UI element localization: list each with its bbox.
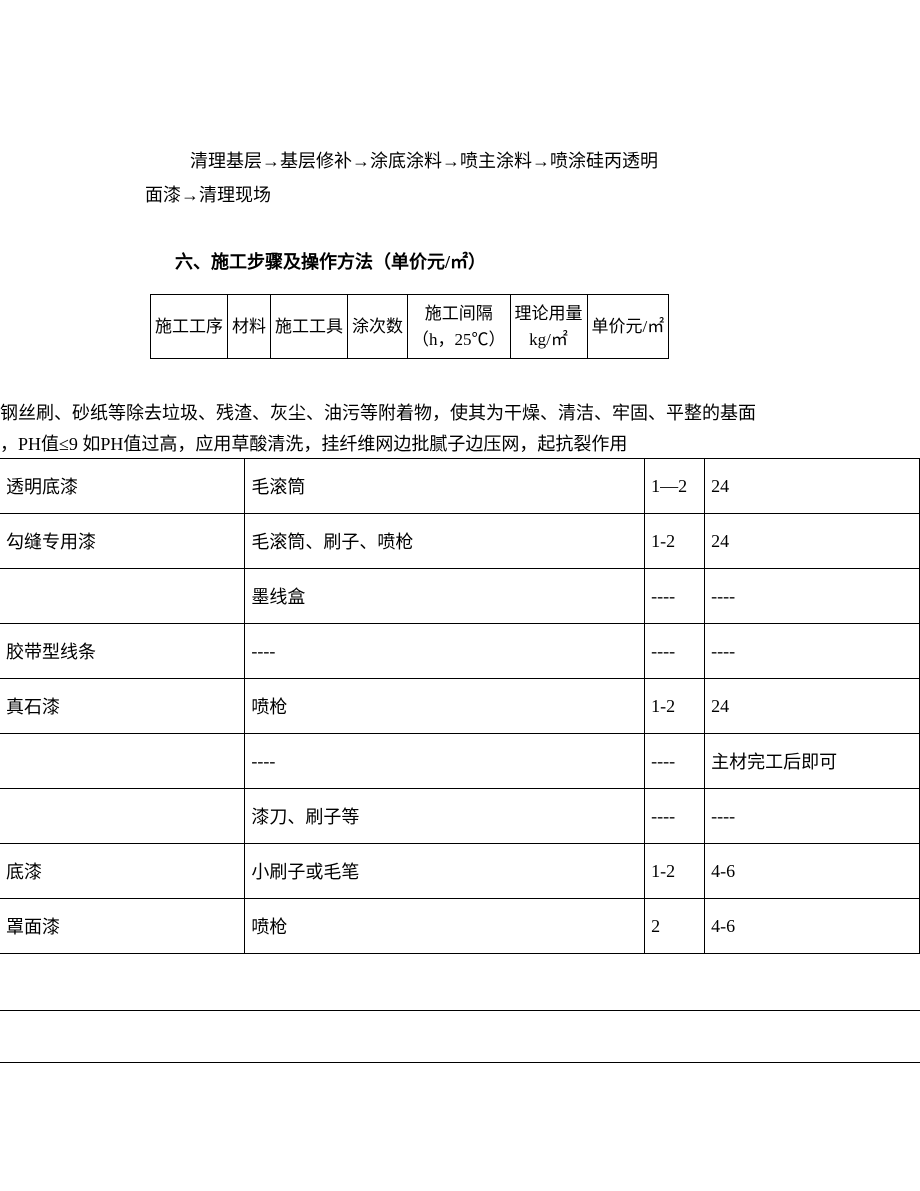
table-cell [0, 789, 245, 844]
table-cell: 24 [705, 459, 920, 514]
table-cell: 24 [705, 514, 920, 569]
table-cell: 胶带型线条 [0, 624, 245, 679]
header-col-5: 施工间隔 （h，25℃） [408, 295, 511, 359]
table-row: 胶带型线条 ---- ---- ---- [0, 624, 920, 679]
table-cell: 1-2 [645, 514, 705, 569]
table-cell: 1-2 [645, 679, 705, 734]
table-cell: 透明底漆 [0, 459, 245, 514]
table-cell: ---- [705, 789, 920, 844]
table-cell: ---- [645, 569, 705, 624]
table-cell: 勾缝专用漆 [0, 514, 245, 569]
table-cell: 毛滚筒、刷子、喷枪 [245, 514, 645, 569]
header-col-2: 材料 [228, 295, 271, 359]
main-table: 透明底漆 毛滚筒 1—2 24 勾缝专用漆 毛滚筒、刷子、喷枪 1-2 24 墨… [0, 458, 920, 954]
table-cell [0, 734, 245, 789]
description-text: 钢丝刷、砂纸等除去垃圾、残渣、灰尘、油污等附着物，使其为干燥、清洁、牢固、平整的… [0, 398, 920, 459]
process-line-1: 清理基层→基层修补→涂底涂料→喷主涂料→喷涂硅丙透明 [145, 144, 820, 178]
footer-empty-row [0, 1010, 920, 1063]
table-cell: 24 [705, 679, 920, 734]
table-cell: ---- [705, 569, 920, 624]
table-cell: 2 [645, 899, 705, 954]
table-cell: 底漆 [0, 844, 245, 899]
table-cell: 罩面漆 [0, 899, 245, 954]
table-cell: ---- [705, 624, 920, 679]
table-cell: 喷枪 [245, 899, 645, 954]
header-col-6-line1: 理论用量 [515, 304, 583, 323]
table-cell: ---- [645, 624, 705, 679]
table-cell: 真石漆 [0, 679, 245, 734]
table-cell: 毛滚筒 [245, 459, 645, 514]
table-cell: ---- [645, 734, 705, 789]
table-cell: 小刷子或毛笔 [245, 844, 645, 899]
header-col-5-line1: 施工间隔 [425, 304, 493, 323]
description-line-1: 钢丝刷、砂纸等除去垃圾、残渣、灰尘、油污等附着物，使其为干燥、清洁、牢固、平整的… [0, 398, 920, 429]
table-row: 勾缝专用漆 毛滚筒、刷子、喷枪 1-2 24 [0, 514, 920, 569]
table-row: 真石漆 喷枪 1-2 24 [0, 679, 920, 734]
header-table: 施工工序 材料 施工工具 涂次数 施工间隔 （h，25℃） 理论用量 kg/㎡ … [150, 294, 669, 359]
table-row: 透明底漆 毛滚筒 1—2 24 [0, 459, 920, 514]
table-row: 罩面漆 喷枪 2 4-6 [0, 899, 920, 954]
header-col-6-line2: kg/㎡ [529, 330, 568, 349]
table-row: 底漆 小刷子或毛笔 1-2 4-6 [0, 844, 920, 899]
table-row: ---- ---- 主材完工后即可 [0, 734, 920, 789]
table-cell: 4-6 [705, 899, 920, 954]
table-cell: ---- [645, 789, 705, 844]
table-cell: ---- [245, 734, 645, 789]
header-col-5-line2: （h，25℃） [412, 330, 506, 349]
table-cell: 1—2 [645, 459, 705, 514]
header-col-4: 涂次数 [348, 295, 408, 359]
table-cell: 主材完工后即可 [705, 734, 920, 789]
description-line-2: ，PH值≤9 如PH值过高，应用草酸清洗，挂纤维网边批腻子边压网，起抗裂作用 [0, 429, 920, 460]
header-row: 施工工序 材料 施工工具 涂次数 施工间隔 （h，25℃） 理论用量 kg/㎡ … [151, 295, 669, 359]
process-line-2: 面漆→清理现场 [145, 178, 820, 212]
table-row: 漆刀、刷子等 ---- ---- [0, 789, 920, 844]
table-cell: 墨线盒 [245, 569, 645, 624]
table-cell: 喷枪 [245, 679, 645, 734]
section-title: 六、施工步骤及操作方法（单价元/㎡） [175, 248, 486, 274]
table-row: 墨线盒 ---- ---- [0, 569, 920, 624]
table-cell: 漆刀、刷子等 [245, 789, 645, 844]
table-cell [0, 569, 245, 624]
table-cell: 4-6 [705, 844, 920, 899]
header-col-6: 理论用量 kg/㎡ [510, 295, 587, 359]
header-col-7: 单价元/㎡ [587, 295, 669, 359]
header-col-1: 施工工序 [151, 295, 228, 359]
process-flow-text: 清理基层→基层修补→涂底涂料→喷主涂料→喷涂硅丙透明 面漆→清理现场 [145, 144, 820, 212]
table-cell: 1-2 [645, 844, 705, 899]
header-col-3: 施工工具 [271, 295, 348, 359]
table-cell: ---- [245, 624, 645, 679]
